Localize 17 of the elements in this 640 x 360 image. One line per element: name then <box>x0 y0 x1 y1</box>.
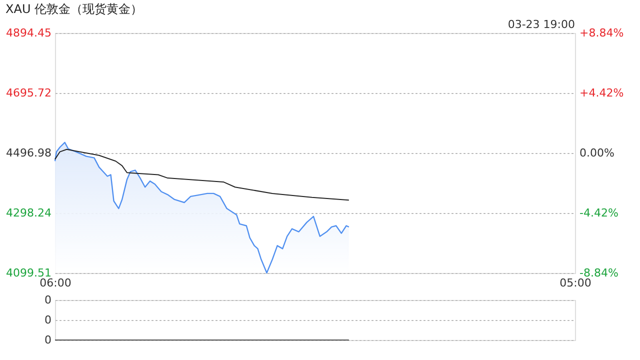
y2-tick-label: -4.42% <box>580 206 618 220</box>
y-tick-label: 4099.51 <box>6 266 52 280</box>
y2-tick-label: +8.84% <box>580 26 624 40</box>
y-tick-label: 0 <box>44 294 52 306</box>
x-tick-label: 05:00 <box>560 276 592 290</box>
y2-tick-label: -8.84% <box>580 266 618 280</box>
x-tick-label: 06:00 <box>40 276 72 290</box>
y-tick-label: 4695.72 <box>6 86 52 100</box>
chart-title: XAU 伦敦金（现货黄金） <box>6 2 143 16</box>
y-tick-label: 4298.24 <box>6 206 52 220</box>
y-tick-label: 0 <box>44 334 52 346</box>
y-tick-label: 4894.45 <box>6 26 52 40</box>
y2-tick-label: 0.00% <box>580 146 614 160</box>
y2-tick-label: +4.42% <box>580 86 624 100</box>
y-tick-label: 4496.98 <box>6 146 52 160</box>
text: 03-23 19:00 <box>508 18 575 31</box>
y-tick-label: 0 <box>44 314 52 326</box>
